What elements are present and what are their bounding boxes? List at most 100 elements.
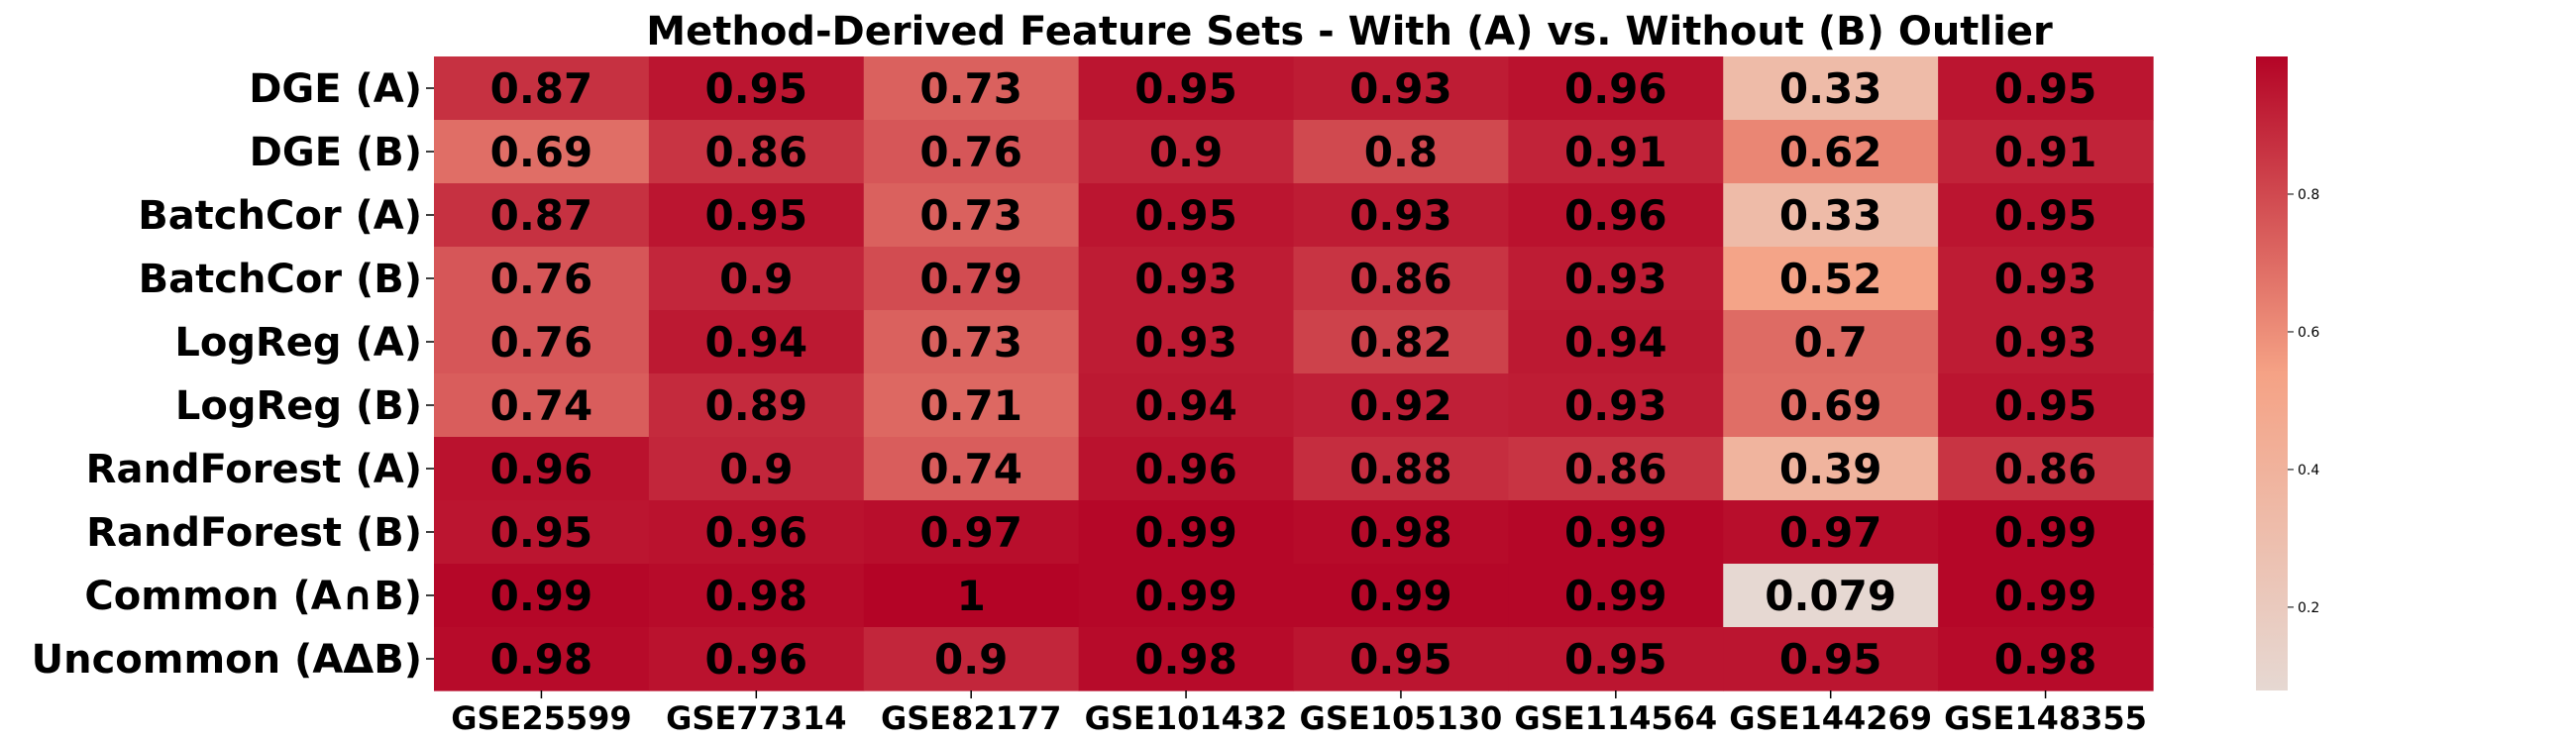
heatmap-cell [1938, 373, 2154, 438]
row-label: LogReg (B) [175, 383, 422, 429]
cell-value-label: 0.86 [1349, 255, 1452, 303]
heatmap-cell [1723, 564, 1939, 628]
column-label: GSE114564 [1514, 699, 1717, 737]
cell-value-label: 0.33 [1779, 191, 1882, 240]
cell-value-label: 0.99 [1134, 508, 1237, 557]
heatmap-cell [434, 56, 650, 121]
cell-value-label: 0.69 [490, 128, 593, 176]
cell-value-label: 0.76 [919, 128, 1022, 176]
heatmap-cell [1078, 310, 1295, 374]
cell-value-label: 0.95 [1994, 191, 2097, 240]
heatmap-cell [1078, 500, 1295, 565]
heatmap-cell [1078, 627, 1295, 691]
heatmap-cell [1078, 120, 1295, 184]
cell-value-label: 0.95 [1134, 64, 1237, 113]
cell-value-label: 0.96 [1564, 64, 1667, 113]
colorbar-tick-label: 0.8 [2298, 187, 2319, 203]
cell-value-label: 0.98 [1134, 635, 1237, 684]
heatmap-cell [434, 247, 650, 311]
heatmap-cell [434, 373, 650, 438]
heatmap-cell [434, 120, 650, 184]
heatmap-cell [1293, 310, 1509, 374]
heatmap-cell [1078, 183, 1295, 248]
heatmap-cell [648, 627, 865, 691]
heatmap-cell [1293, 437, 1509, 501]
cell-value-label: 0.99 [1349, 572, 1452, 620]
cell-value-label: 0.87 [490, 191, 593, 240]
cell-value-label: 0.89 [704, 381, 807, 430]
cell-value-label: 0.95 [1134, 191, 1237, 240]
heatmap-cell [1508, 437, 1724, 501]
heatmap-cell [1723, 627, 1939, 691]
cell-value-label: 0.39 [1779, 445, 1882, 493]
cell-value-label: 0.99 [1564, 572, 1667, 620]
row-label: Uncommon (AΔB) [32, 637, 422, 683]
cell-value-label: 0.52 [1779, 255, 1882, 303]
cell-value-label: 0.88 [1349, 445, 1452, 493]
cell-value-label: 0.99 [1994, 572, 2097, 620]
cell-value-label: 0.71 [919, 381, 1022, 430]
row-label: BatchCor (B) [139, 257, 422, 302]
heatmap-cell [1078, 56, 1295, 121]
cell-value-label: 0.86 [1994, 445, 2097, 493]
heatmap-cell [1508, 120, 1724, 184]
row-label: DGE (A) [249, 66, 422, 112]
heatmap-cell [648, 500, 865, 565]
column-label: GSE105130 [1300, 699, 1503, 737]
heatmap-cell [863, 500, 1080, 565]
colorbar: 0.2 0.4 0.6 0.8 [2256, 56, 2319, 690]
heatmap-cell [1293, 373, 1509, 438]
heatmap-cell [863, 627, 1080, 691]
cell-value-label: 0.95 [1349, 635, 1452, 684]
heatmap-cell [863, 56, 1080, 121]
cell-value-label: 0.9 [934, 635, 1008, 684]
column-label: GSE148355 [1944, 699, 2147, 737]
cell-value-label: 0.93 [1994, 255, 2097, 303]
cell-value-label: 0.9 [719, 255, 793, 303]
heatmap-cell [1723, 373, 1939, 438]
cell-value-label: 0.93 [1134, 255, 1237, 303]
cell-value-label: 0.95 [704, 64, 807, 113]
heatmap-cell [1078, 373, 1295, 438]
cell-value-label: 0.95 [1564, 635, 1667, 684]
cell-value-label: 0.93 [1564, 255, 1667, 303]
cell-value-label: 0.93 [1349, 191, 1452, 240]
heatmap-cell [648, 183, 865, 248]
heatmap-cell [1723, 247, 1939, 311]
cell-value-label: 0.96 [704, 508, 807, 557]
heatmap-cell [1938, 183, 2154, 248]
cell-value-label: 0.73 [919, 64, 1022, 113]
cell-value-label: 1 [957, 572, 986, 620]
chart-title: Method-Derived Feature Sets - With (A) v… [646, 9, 2053, 54]
cell-value-label: 0.73 [919, 318, 1022, 367]
cell-value-label: 0.99 [1564, 508, 1667, 557]
column-label: GSE144269 [1729, 699, 1932, 737]
cell-value-label: 0.96 [1564, 191, 1667, 240]
cell-value-label: 0.98 [1994, 635, 2097, 684]
cell-value-label: 0.69 [1779, 381, 1882, 430]
heatmap-cell [648, 247, 865, 311]
heatmap-cell [1938, 500, 2154, 565]
heatmap-cell [1938, 310, 2154, 374]
row-label: DGE (B) [250, 130, 422, 175]
cell-value-label: 0.95 [1779, 635, 1882, 684]
heatmap-cell [1723, 120, 1939, 184]
heatmap-cell [863, 183, 1080, 248]
cell-value-label: 0.79 [919, 255, 1022, 303]
heatmap-cell [1293, 120, 1509, 184]
heatmap-cell [1938, 247, 2154, 311]
heatmap-cell [1508, 627, 1724, 691]
cell-value-label: 0.95 [704, 191, 807, 240]
heatmap-cell [1293, 564, 1509, 628]
heatmap-cell [863, 310, 1080, 374]
cell-value-label: 0.93 [1564, 381, 1667, 430]
cell-value-label: 0.99 [1994, 508, 2097, 557]
cell-value-label: 0.93 [1134, 318, 1237, 367]
heatmap-cell [648, 56, 865, 121]
cell-value-label: 0.93 [1994, 318, 2097, 367]
heatmap-cell [1078, 247, 1295, 311]
cell-value-label: 0.95 [490, 508, 593, 557]
colorbar-tick-label: 0.6 [2298, 325, 2319, 341]
heatmap-cell [648, 120, 865, 184]
